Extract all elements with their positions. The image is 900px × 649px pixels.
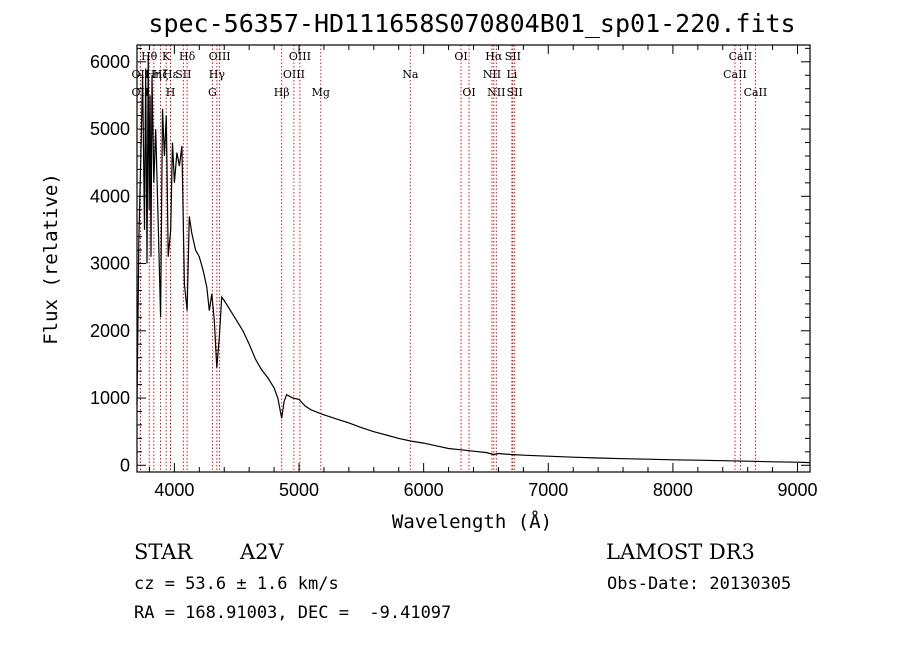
observation-date: Obs-Date: 20130305 <box>607 574 792 594</box>
object-class: STAR <box>134 540 193 564</box>
marker-label-24: SII <box>505 50 521 63</box>
marker-label-4: Hζ <box>153 68 169 81</box>
marker-label-16: Mg <box>312 86 330 99</box>
x-tick-label-9000: 9000 <box>778 480 818 500</box>
y-tick-label-5000: 5000 <box>90 119 130 139</box>
object-subclass: A2V <box>240 540 284 564</box>
marker-label-15: OIII <box>289 50 311 63</box>
x-tick-label-4000: 4000 <box>154 480 194 500</box>
marker-label-27: CaII <box>729 50 753 63</box>
coordinates-readout: RA = 168.91003, DEC = -9.41097 <box>134 603 452 623</box>
x-axis-label: Wavelength (Å) <box>392 510 552 533</box>
marker-label-18: OI <box>454 50 467 63</box>
y-tick-label-0: 0 <box>120 455 130 475</box>
marker-label-26: CaII <box>723 68 747 81</box>
marker-label-11: Hγ <box>209 68 226 81</box>
marker-label-8: SII <box>175 68 191 81</box>
x-axis-ticks: 4000 5000 6000 7000 8000 9000 <box>148 45 818 500</box>
plot-frame <box>136 44 811 473</box>
survey-name: LAMOST DR3 <box>606 540 755 564</box>
marker-label-14: OIII <box>283 68 305 81</box>
marker-label-19: OI <box>462 86 475 99</box>
marker-label-1: OII <box>132 86 150 99</box>
marker-label-2: Hθ <box>141 50 158 63</box>
y-tick-label-3000: 3000 <box>90 254 130 274</box>
marker-label-3: Hη <box>146 68 162 81</box>
y-tick-label-4000: 4000 <box>90 186 130 206</box>
marker-label-23: Li <box>506 68 517 81</box>
marker-label-9: Hδ <box>179 50 196 63</box>
x-tick-label-8000: 8000 <box>653 480 693 500</box>
marker-label-21: Hα <box>485 50 503 63</box>
marker-label-13: Hβ <box>274 86 290 99</box>
marker-label-0: OII <box>132 68 150 81</box>
x-tick-label-6000: 6000 <box>404 480 444 500</box>
x-tick-label-5000: 5000 <box>279 480 319 500</box>
chart-title: spec-56357-HD111658S070804B01_sp01-220.f… <box>148 9 795 38</box>
spectral-line-markers <box>139 45 756 472</box>
marker-label-12: G <box>208 86 217 99</box>
marker-label-28: CaII <box>744 86 768 99</box>
y-axis-label: Flux (relative) <box>40 173 62 345</box>
y-tick-label-6000: 6000 <box>90 52 130 72</box>
y-tick-label-2000: 2000 <box>90 321 130 341</box>
marker-label-10: OIII <box>209 50 231 63</box>
marker-label-25: SII <box>507 86 523 99</box>
redshift-readout: cz = 53.6 ± 1.6 km/s <box>134 574 339 594</box>
y-tick-label-1000: 1000 <box>90 388 130 408</box>
marker-label-6: H <box>166 86 176 99</box>
flux-series-line <box>136 55 811 464</box>
marker-label-20: NII <box>483 68 501 81</box>
marker-label-17: Na <box>402 68 419 81</box>
y-axis-ticks: 0 1000 2000 3000 4000 5000 6000 <box>90 47 810 475</box>
marker-label-22: NII <box>487 86 505 99</box>
marker-label-5: K <box>162 50 171 63</box>
marker-label-7: Hε <box>163 68 179 81</box>
x-tick-label-7000: 7000 <box>528 480 568 500</box>
